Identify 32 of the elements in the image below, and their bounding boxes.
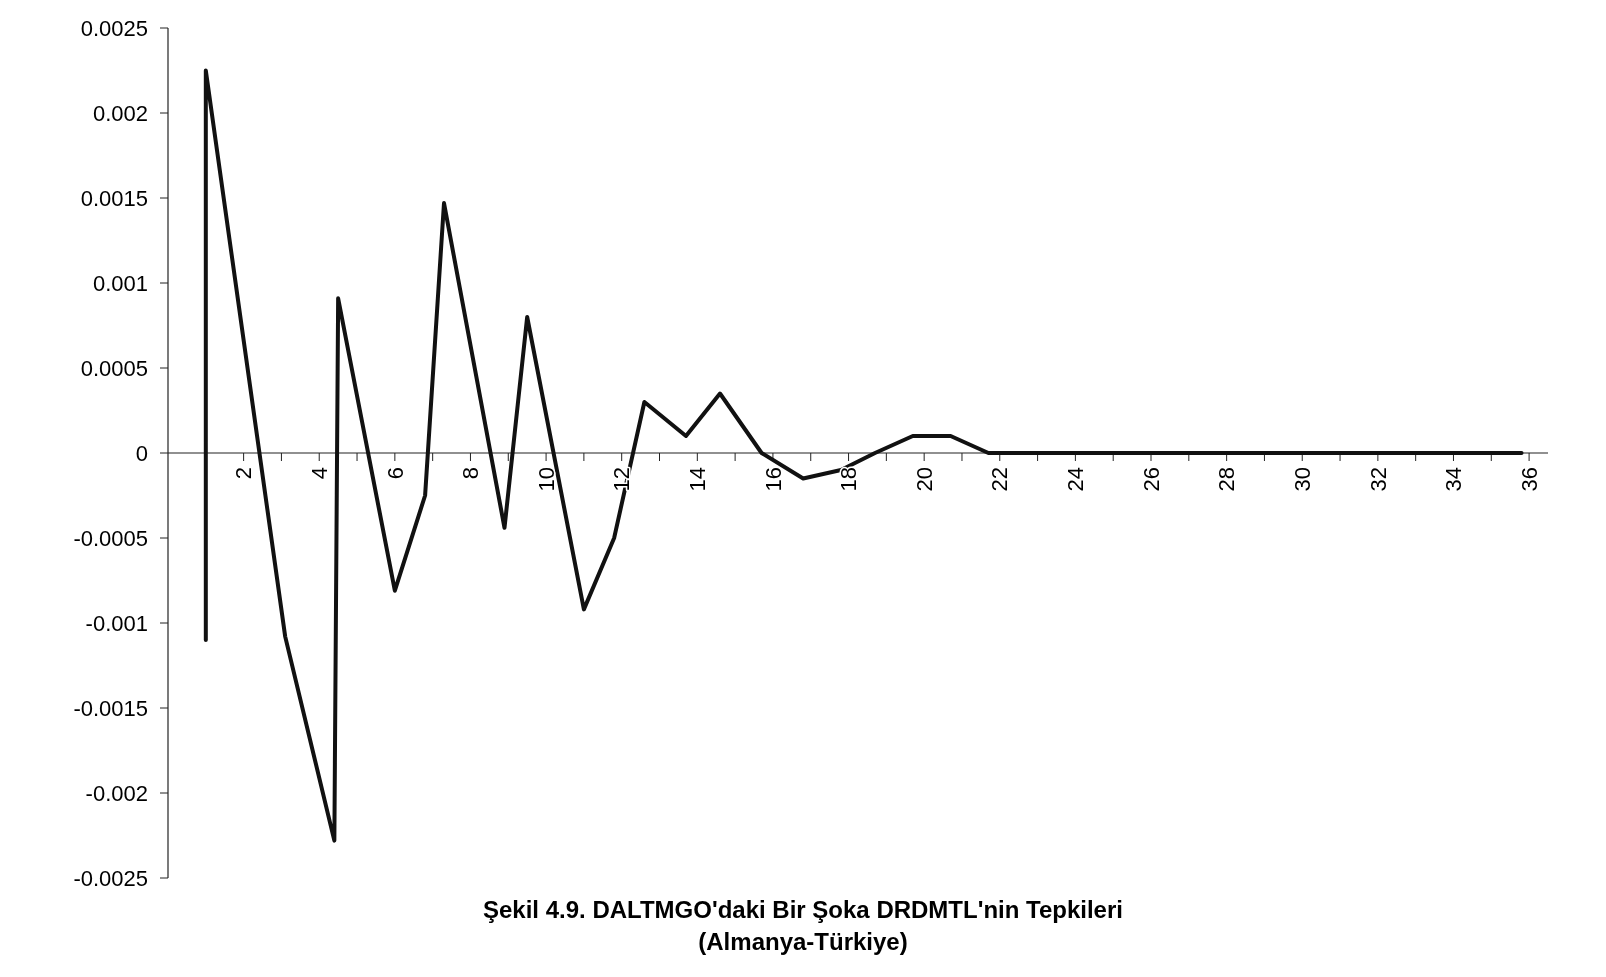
y-tick-label: -0.0025	[73, 865, 148, 891]
text: (Almanya-Türkiye)	[698, 928, 908, 955]
text: Şekil 4.9. DALTMGO'daki Bir Şoka DRDMTL'nin Tepkileri	[483, 896, 1123, 923]
x-tick-label: 10	[533, 467, 559, 492]
x-tick-label: 14	[685, 467, 711, 492]
x-tick-label: 18	[836, 467, 862, 492]
x-tick-label: 20	[911, 467, 937, 492]
x-tick-label: 36	[1516, 467, 1542, 492]
x-tick-label: 12	[609, 467, 635, 492]
x-tick-label: 16	[760, 467, 786, 492]
x-tick-label: 8	[458, 467, 484, 480]
y-tick-label: -0.001	[85, 610, 148, 636]
y-tick-label: 0.002	[92, 100, 148, 126]
x-tick-label: 6	[382, 467, 408, 480]
x-tick-label: 34	[1441, 467, 1467, 492]
x-tick-label: 22	[987, 467, 1013, 492]
x-tick-label: 4	[306, 467, 332, 480]
y-tick-label: -0.0005	[73, 525, 148, 551]
y-tick-label: 0	[135, 440, 148, 466]
y-tick-label: 0.0015	[80, 185, 148, 211]
line-series	[203, 68, 1524, 843]
x-tick-label: 26	[1138, 467, 1164, 492]
y-tick-label: -0.0015	[73, 695, 148, 721]
x-tick-label: 2	[231, 467, 257, 480]
x-tick-label: 28	[1214, 467, 1240, 492]
y-tick-label: 0.001	[92, 270, 148, 296]
y-tick-label: -0.002	[85, 780, 148, 806]
x-tick-label: 24	[1063, 467, 1089, 492]
x-tick-label: 30	[1289, 467, 1315, 492]
y-tick-label: 0.0005	[80, 355, 148, 381]
x-tick-label: 32	[1365, 467, 1391, 492]
y-tick-label: 0.0025	[80, 15, 148, 41]
